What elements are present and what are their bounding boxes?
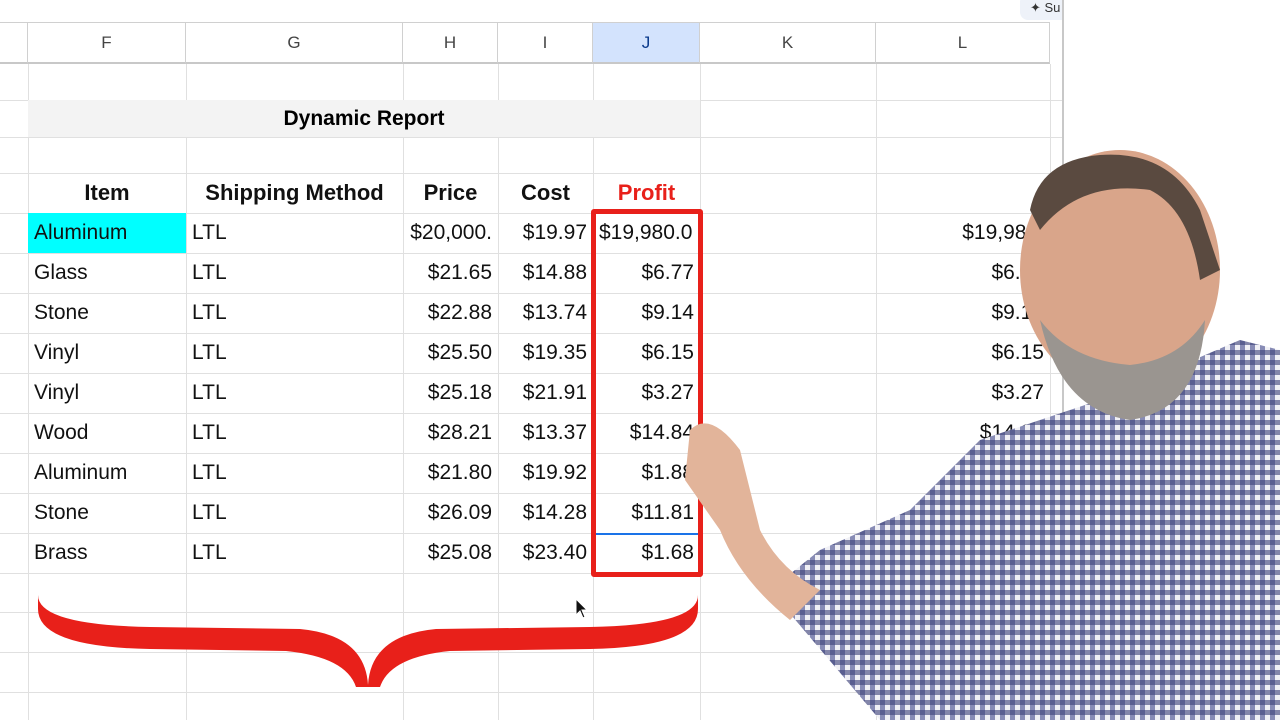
header-profit: Profit [617, 180, 676, 205]
cell-ship[interactable]: LTL [192, 261, 227, 284]
gridline [0, 413, 1062, 414]
cell-cost[interactable]: $19.35 [522, 341, 587, 364]
cell-profit[interactable]: $14.84 [629, 421, 694, 444]
presenter-photo [685, 150, 1280, 720]
cell-cost[interactable]: $13.37 [522, 421, 587, 444]
cell-cost[interactable]: $19.97 [522, 221, 587, 244]
cell-item[interactable]: Wood [34, 421, 89, 444]
cell-price[interactable]: $28.21 [427, 421, 492, 444]
cell-cost[interactable]: $19.92 [522, 461, 587, 484]
cell-l[interactable]: $19,980. [962, 221, 1044, 244]
mouse-cursor-icon [575, 598, 589, 619]
header-shipping-method: Shipping Method [205, 180, 384, 205]
cell-item[interactable]: Vinyl [34, 381, 80, 404]
cell-ship[interactable]: LTL [192, 341, 227, 364]
gridline [0, 253, 1062, 254]
gridline [0, 573, 1062, 574]
cell-ship[interactable]: LTL [192, 541, 227, 564]
cell-ship[interactable]: LTL [192, 301, 227, 324]
cell-profit[interactable]: $1.68 [641, 541, 694, 564]
column-header-J[interactable]: J [593, 22, 700, 64]
gridline [0, 173, 1062, 174]
cell-profit[interactable]: $19,980.0 [599, 221, 693, 244]
cell-profit[interactable]: $6.77 [641, 261, 694, 284]
column-header-I[interactable]: I [498, 22, 593, 64]
profit-highlight-box [591, 209, 703, 577]
cell-price[interactable]: $25.08 [427, 541, 492, 564]
gridline [186, 64, 187, 720]
sparkle-chip[interactable]: ✦ Su [1020, 0, 1062, 20]
gridline [0, 692, 1062, 693]
cell-ship[interactable]: LTL [192, 501, 227, 524]
selection-border [596, 533, 702, 535]
cell-price[interactable]: $22.88 [427, 301, 492, 324]
column-header-L[interactable]: L [876, 22, 1050, 64]
cell-price[interactable]: $26.09 [427, 501, 492, 524]
cell-ship[interactable]: LTL [192, 461, 227, 484]
cell-cost[interactable]: $14.28 [522, 501, 587, 524]
cell-item[interactable]: Glass [34, 261, 88, 284]
cell-l[interactable]: $6.15 [991, 341, 1044, 364]
gridline [28, 64, 29, 720]
gridline [498, 64, 499, 720]
cell-item[interactable]: Aluminum [28, 213, 186, 253]
sparkle-icon: ✦ [1030, 0, 1045, 15]
cell-cost[interactable]: $21.91 [522, 381, 587, 404]
report-title: Dynamic Report [28, 100, 700, 137]
cell-price[interactable]: $25.18 [427, 381, 492, 404]
gridline [0, 612, 1062, 613]
cell-profit[interactable]: $1.88 [641, 461, 694, 484]
cell-l[interactable]: $3.27 [991, 381, 1044, 404]
cell-price[interactable]: $20,000. [410, 221, 492, 244]
cell-profit[interactable]: $3.27 [641, 381, 694, 404]
cell-cost[interactable]: $14.88 [522, 261, 587, 284]
cell-ship[interactable]: LTL [192, 221, 227, 244]
header-item: Item [84, 180, 130, 205]
header-price: Price [423, 180, 478, 205]
column-header-K[interactable]: K [700, 22, 876, 64]
cell-ship[interactable]: LTL [192, 421, 227, 444]
gridline [876, 64, 877, 720]
curly-brace [38, 595, 698, 687]
column-header-F[interactable]: F [28, 22, 186, 64]
gridline [403, 64, 404, 720]
cell-profit[interactable]: $9.14 [641, 301, 694, 324]
cell-item[interactable]: Stone [34, 301, 89, 324]
gridline [0, 373, 1062, 374]
gridline [0, 493, 1062, 494]
cell-item[interactable]: Stone [34, 501, 89, 524]
gridline [0, 333, 1062, 334]
cell-ship[interactable]: LTL [192, 381, 227, 404]
cell-item[interactable]: Brass [34, 541, 88, 564]
gridline [0, 293, 1062, 294]
gridline [1050, 64, 1051, 720]
cell-profit[interactable]: $11.81 [631, 501, 694, 524]
chip-label: Su [1044, 0, 1061, 15]
cell-cost[interactable]: $13.74 [522, 301, 587, 324]
column-header-G[interactable]: G [186, 22, 403, 64]
cell-item[interactable]: Aluminum [34, 461, 128, 484]
gridline [0, 533, 1062, 534]
cell-price[interactable]: $25.50 [427, 341, 492, 364]
column-header-H[interactable]: H [403, 22, 498, 64]
cell-price[interactable]: $21.65 [427, 261, 492, 284]
cell-cost[interactable]: $23.40 [522, 541, 587, 564]
gridline [0, 453, 1062, 454]
header-cost: Cost [521, 180, 570, 205]
column-header-E[interactable] [0, 22, 28, 64]
cell-profit[interactable]: $6.15 [641, 341, 694, 364]
cell-price[interactable]: $21.80 [427, 461, 492, 484]
gridline [0, 213, 1062, 214]
cell-item[interactable]: Vinyl [34, 341, 80, 364]
gridline [0, 137, 1062, 138]
gridline [0, 652, 1062, 653]
